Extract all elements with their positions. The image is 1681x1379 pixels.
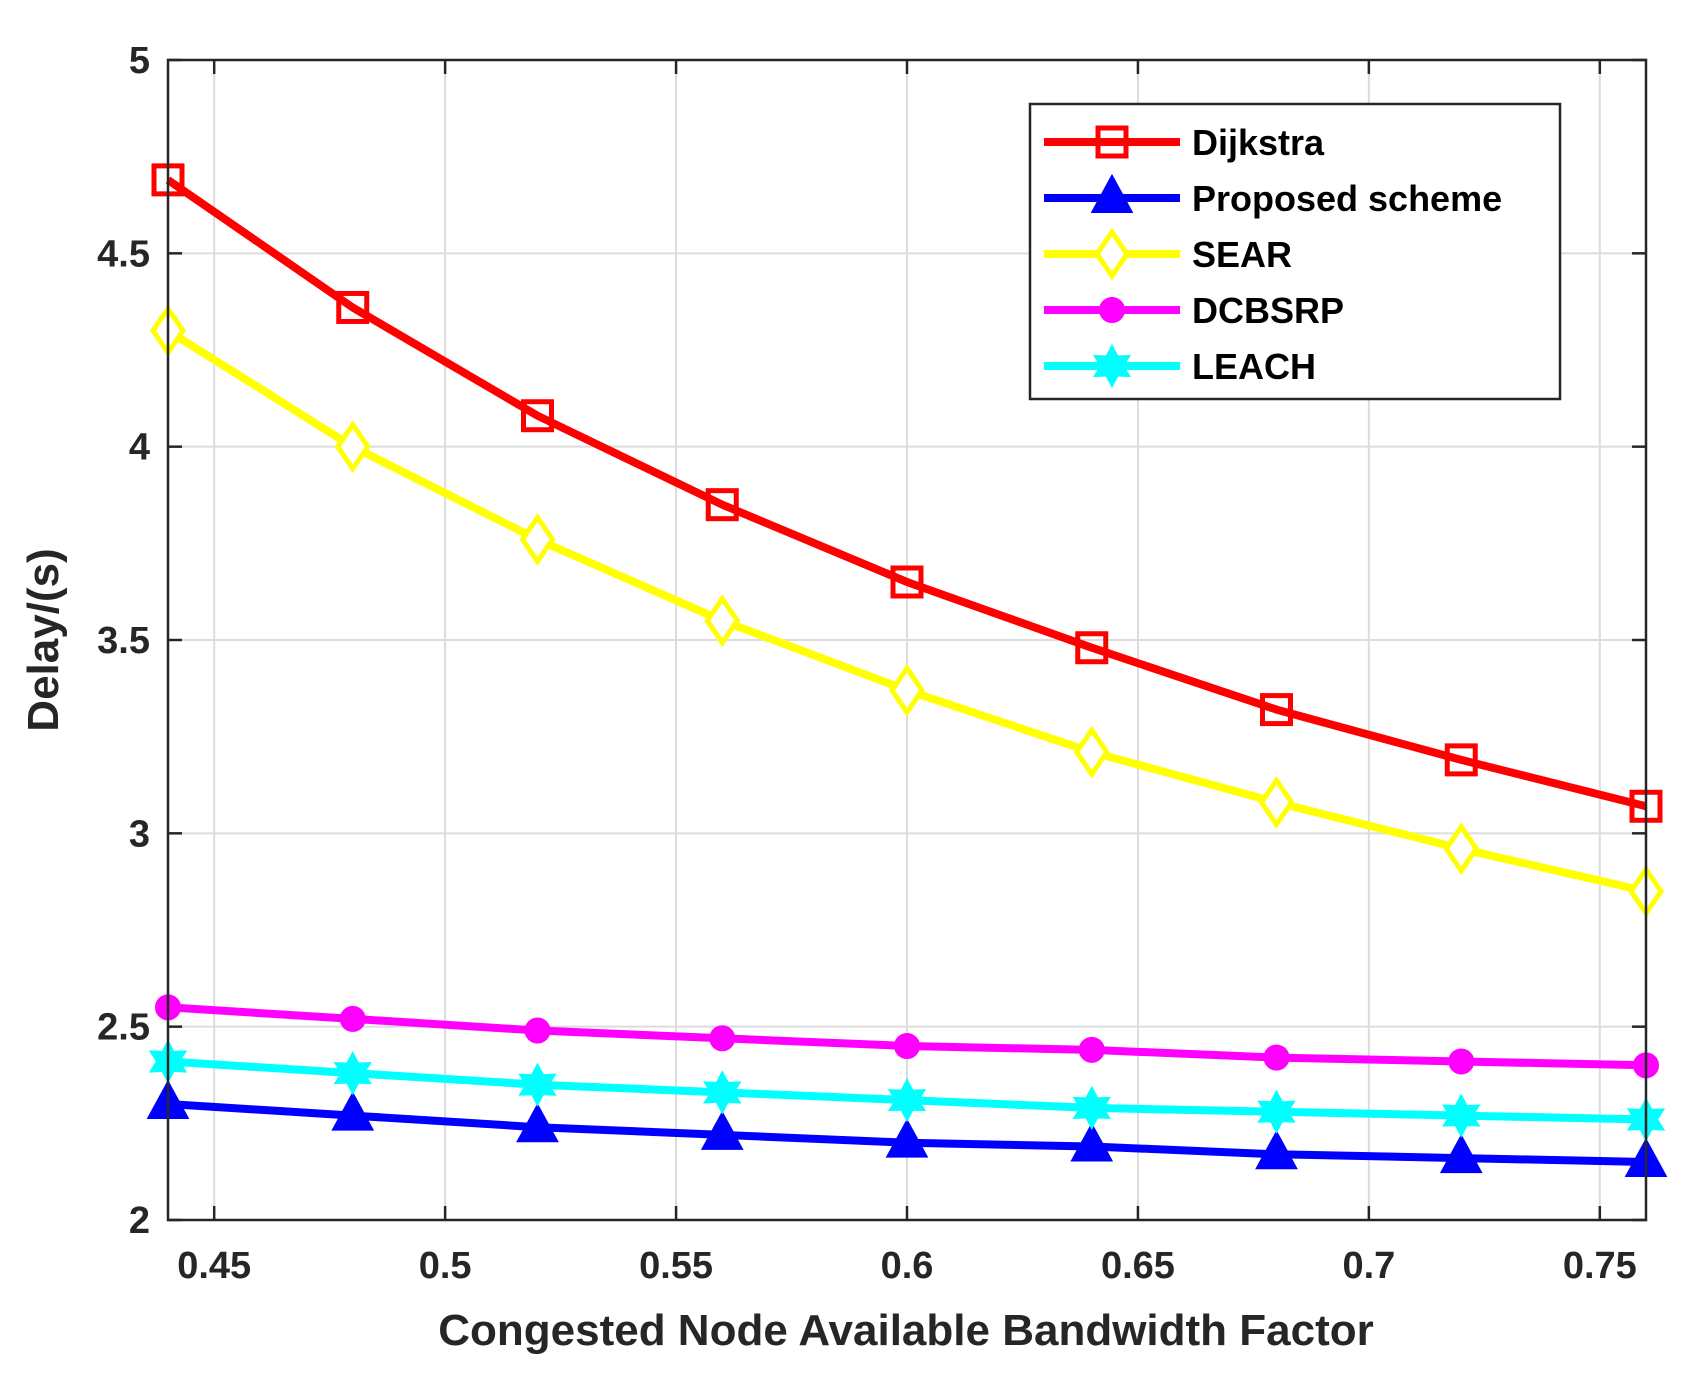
data-point-dijkstra <box>521 399 554 433</box>
series-dijkstra <box>151 163 1663 823</box>
data-point-proposed-scheme <box>885 1118 929 1158</box>
data-point-dijkstra <box>705 488 739 522</box>
data-point-sear <box>1258 775 1295 829</box>
legend-swatch-marker <box>1099 297 1125 323</box>
data-point-leach <box>1257 1089 1296 1134</box>
data-point-proposed-scheme <box>700 1110 744 1150</box>
x-tick-label: 0.75 <box>1563 1245 1637 1287</box>
x-tick-label: 0.5 <box>419 1245 472 1287</box>
data-point-proposed-scheme <box>516 1103 559 1143</box>
y-tick-label: 3.5 <box>97 620 150 662</box>
legend-swatch-marker <box>1093 227 1131 281</box>
data-point-proposed-scheme <box>331 1091 375 1131</box>
data-point-dcbsrp <box>894 1033 920 1059</box>
y-tick-label: 4 <box>129 427 150 469</box>
data-point-dijkstra <box>1444 743 1478 777</box>
data-point-leach <box>1072 1085 1111 1131</box>
series-sear <box>149 304 1665 918</box>
y-tick-label: 2 <box>129 1200 150 1242</box>
data-point-dcbsrp <box>339 1005 366 1032</box>
data-point-sear <box>704 594 741 648</box>
data-point-dcbsrp <box>1263 1044 1290 1071</box>
axes: 0.45 0.5 0.55 0.6 0.65 0.7 0.75 2 2.5 3 3.5 4 4.5 5 <box>97 40 1648 1287</box>
data-point-sear <box>888 663 926 717</box>
data-point-leach <box>518 1062 557 1107</box>
legend: Dijkstra Proposed scheme SEAR DCBSRP LEACH <box>1028 102 1562 401</box>
x-tick-label: 0.6 <box>881 1245 934 1287</box>
y-tick-label: 2.5 <box>97 1007 150 1049</box>
data-point-proposed-scheme <box>1070 1122 1114 1162</box>
legend-item-leach: LEACH <box>1044 343 1316 389</box>
y-axis-title: Delay/(s) <box>19 548 68 731</box>
data-point-dcbsrp <box>709 1025 736 1052</box>
legend-item-proposed-scheme: Proposed scheme <box>1044 173 1502 219</box>
legend-swatch-marker <box>1090 173 1134 213</box>
data-point-dijkstra <box>336 290 370 324</box>
data-point-leach <box>887 1077 927 1123</box>
x-tick-label: 0.55 <box>639 1245 713 1287</box>
legend-item-sear: SEAR <box>1044 227 1292 281</box>
data-point-dijkstra <box>1075 631 1109 665</box>
data-point-proposed-scheme <box>1439 1133 1483 1174</box>
legend-label: SEAR <box>1192 234 1292 275</box>
x-tick-label: 0.65 <box>1101 1245 1175 1287</box>
data-point-dcbsrp <box>524 1017 551 1044</box>
data-point-dcbsrp <box>1448 1048 1475 1075</box>
series-line-dijkstra <box>165 176 1647 811</box>
series-dcbsrp <box>155 994 1659 1079</box>
legend-label: LEACH <box>1192 346 1316 387</box>
legend-label: DCBSRP <box>1192 290 1344 331</box>
data-point-sear <box>1443 822 1480 876</box>
data-point-dcbsrp <box>1078 1036 1105 1063</box>
y-tick-label: 4.5 <box>97 233 150 275</box>
data-point-sear <box>334 420 371 474</box>
x-axis-title: Congested Node Available Bandwidth Facto… <box>438 1306 1374 1355</box>
legend-item-dcbsrp: DCBSRP <box>1044 290 1344 331</box>
legend-label: Proposed scheme <box>1192 178 1502 219</box>
legend-swatch-marker <box>1095 125 1129 159</box>
data-point-leach <box>703 1070 742 1115</box>
data-point-dijkstra <box>1260 693 1293 727</box>
data-point-dijkstra <box>890 565 924 599</box>
legend-item-dijkstra: Dijkstra <box>1044 122 1325 163</box>
series-proposed-scheme <box>146 1079 1668 1177</box>
data-point-leach <box>333 1050 372 1096</box>
data-point-sear <box>1073 725 1110 779</box>
y-tick-label: 3 <box>129 813 150 855</box>
x-tick-label: 0.45 <box>177 1245 251 1287</box>
data-point-proposed-scheme <box>1255 1130 1298 1170</box>
legend-label: Dijkstra <box>1192 122 1325 163</box>
x-tick-label: 0.7 <box>1342 1245 1395 1287</box>
data-point-leach <box>1442 1093 1481 1138</box>
y-tick-label: 5 <box>129 40 150 82</box>
legend-swatch-marker <box>1092 343 1132 389</box>
data-point-sear <box>519 513 556 566</box>
